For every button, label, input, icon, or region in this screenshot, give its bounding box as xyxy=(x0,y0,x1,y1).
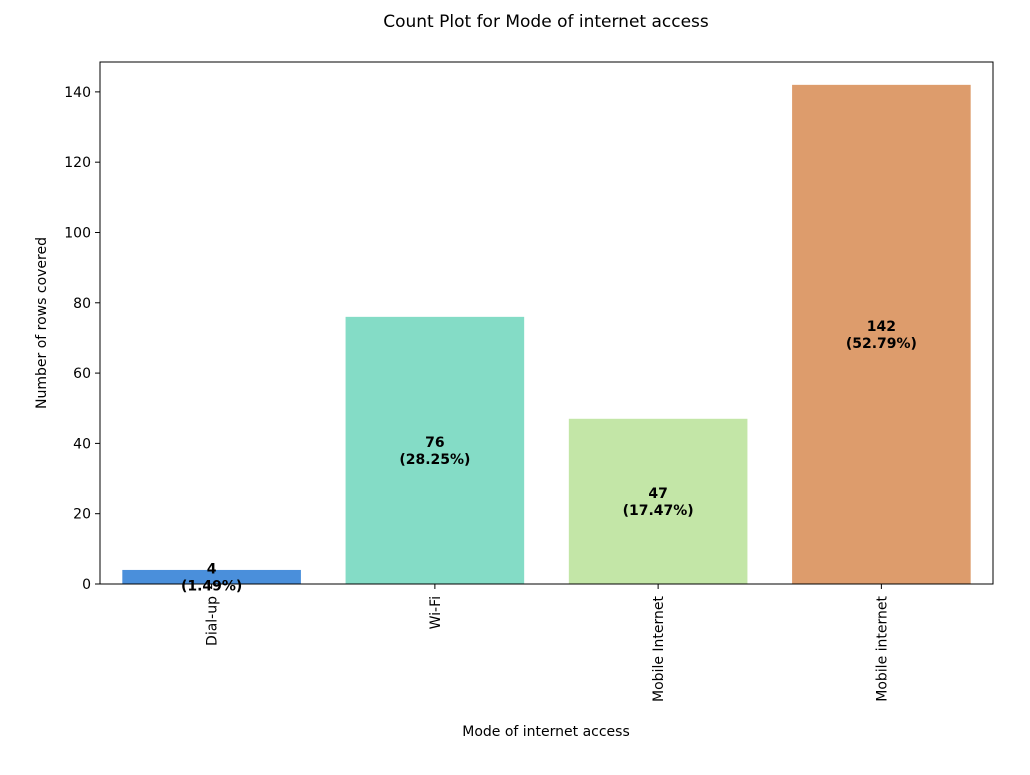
x-tick-label: Mobile Internet xyxy=(651,595,667,701)
bar-value-label: 76 xyxy=(425,435,444,451)
y-tick-label: 100 xyxy=(64,225,91,241)
x-axis-label: Mode of internet access xyxy=(462,724,630,740)
bar-value-label: (52.79%) xyxy=(846,336,917,352)
bar-value-label: (1.49%) xyxy=(181,578,242,594)
bar-value-label: (17.47%) xyxy=(623,503,694,519)
bar-value-label: (28.25%) xyxy=(399,452,470,468)
bar-value-label: 4 xyxy=(207,561,217,577)
plot-frame xyxy=(99,61,994,585)
x-tick-label: Wi-Fi xyxy=(428,596,444,629)
y-tick-label: 20 xyxy=(73,507,91,523)
x-tick-label: Mobile internet xyxy=(874,595,890,701)
bar xyxy=(345,316,525,584)
chart-title: Count Plot for Mode of internet access xyxy=(383,12,709,32)
y-tick-label: 80 xyxy=(73,296,91,312)
x-tick-label: Dial-up xyxy=(205,596,221,646)
bar xyxy=(122,569,301,584)
plot-area: 0 20 40 60 80 100 120 140 Dial-up Wi-Fi Mobile Int… xyxy=(64,61,994,702)
y-tick-label: 60 xyxy=(73,366,91,382)
bar-value-label: 47 xyxy=(648,486,667,502)
y-tick-label: 140 xyxy=(64,85,91,101)
y-tick-label: 0 xyxy=(82,577,91,593)
y-axis-label: Number of rows covered xyxy=(34,237,50,409)
bar-value-label: 142 xyxy=(867,319,896,335)
y-tick-label: 40 xyxy=(73,436,91,452)
y-tick-label: 120 xyxy=(64,155,91,171)
bar xyxy=(792,84,971,584)
bar xyxy=(568,418,748,584)
